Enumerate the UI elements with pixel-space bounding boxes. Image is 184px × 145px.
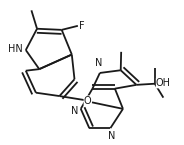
Text: N: N [71, 106, 78, 116]
Text: O: O [84, 96, 91, 106]
Text: OH: OH [156, 78, 171, 88]
Text: N: N [95, 58, 102, 68]
Text: N: N [108, 131, 115, 141]
Text: F: F [79, 21, 85, 31]
Text: HN: HN [8, 44, 23, 54]
